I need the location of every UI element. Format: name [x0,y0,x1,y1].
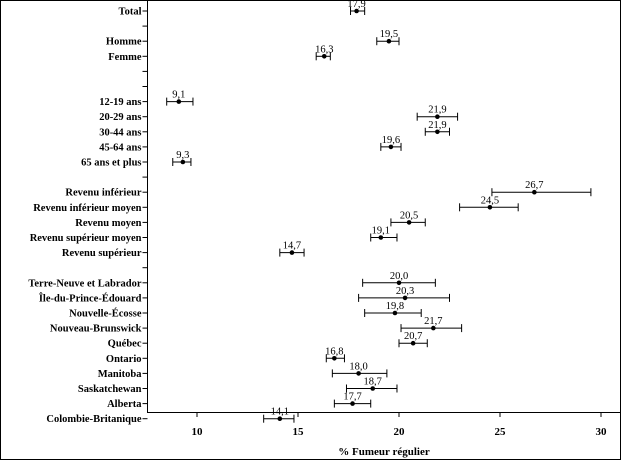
data-label: 21,9 [428,120,446,131]
category-label: Revenu supérieur moyen [30,233,142,244]
category-label: Femme [108,52,142,63]
x-tick-label: 25 [495,426,507,438]
category-label: 65 ans et plus [81,158,141,169]
data-point [370,386,376,391]
data-point [402,295,408,301]
category-label: Revenu inférieur moyen [33,203,141,214]
x-tick-label: 10 [192,426,204,438]
category-label: 30-44 ans [99,127,141,138]
data-label: 21,9 [428,105,446,116]
data-point [532,189,537,195]
category-label: Colombie-Britanique [46,414,141,425]
category-label: Revenu moyen [75,218,141,229]
data-label: 9,1 [172,90,185,101]
data-label: 16,3 [315,44,333,55]
data-point [354,8,359,14]
data-point [406,220,412,225]
x-tick-label: 30 [596,426,608,438]
data-point [435,114,440,119]
category-label: Homme [106,37,142,48]
data-label: 20,7 [404,331,422,342]
data-point [378,235,384,240]
data-point [277,416,283,422]
data-point [289,250,295,255]
data-label: 19,1 [372,226,390,237]
category-label: Revenu inférieur [65,188,141,199]
category-label: Alberta [107,399,142,410]
category-label: 45-64 ans [99,142,141,153]
x-tick-label: 15 [293,426,305,438]
data-label: 18,0 [349,361,367,372]
category-label: Île-du-Prince-Édouard [39,292,142,304]
category-label: Ontario [106,354,142,365]
category-label: Terre-Neuve et Labrador [28,278,141,289]
data-label: 24,5 [481,195,499,206]
data-label: 26,7 [525,180,543,191]
data-point [431,325,436,331]
x-tick-label: 20 [394,426,406,438]
category-label: Nouveau-Brunswick [50,324,142,335]
data-label: 19,5 [380,29,398,40]
category-label: Revenu supérieur [62,248,142,259]
category-label: Nouvelle-Écosse [69,308,142,320]
data-label: 16,8 [325,346,343,357]
category-label: Manitoba [98,369,143,380]
data-point [356,371,361,376]
data-point [350,401,355,406]
data-label: 18,7 [364,377,382,388]
data-point [180,159,186,165]
data-point [435,129,440,135]
category-label: Total [119,7,142,18]
category-labels: Total Homme Femme 12-19 ans 20-29 ans 30-44 a… [28,7,142,426]
data-label: 19,6 [382,135,400,146]
data-point [487,205,493,210]
category-label: 20-29 ans [99,112,141,123]
data-point [321,54,327,59]
data-point [332,356,337,361]
data-marks: 17,9 19,5 16,3 9,1 21,9 21,9 19,6 9,3 26,7 24,5 20… [166,0,592,423]
data-point [386,38,392,44]
data-label: 19,8 [386,301,404,312]
x-axis-title: % Fumeur régulier [338,446,430,458]
data-label: 20,0 [390,271,408,282]
data-point [392,310,398,316]
data-label: 21,7 [424,316,442,327]
category-ticks [142,10,148,420]
category-label: Québec [108,339,142,350]
data-label: 14,1 [271,407,289,418]
data-point [410,340,416,346]
data-label: 17,9 [347,0,365,10]
data-point [176,99,182,104]
data-label: 17,7 [343,392,361,403]
data-label: 14,7 [283,241,301,252]
category-label: 12-19 ans [99,97,141,108]
data-label: 20,5 [400,210,418,221]
x-axis-ticks: 10 15 20 25 30 [192,412,608,438]
data-label: 20,3 [396,286,414,297]
data-point [388,144,394,150]
data-label: 9,3 [176,150,189,161]
category-label: Saskatchewan [78,384,142,395]
data-point [396,280,402,286]
